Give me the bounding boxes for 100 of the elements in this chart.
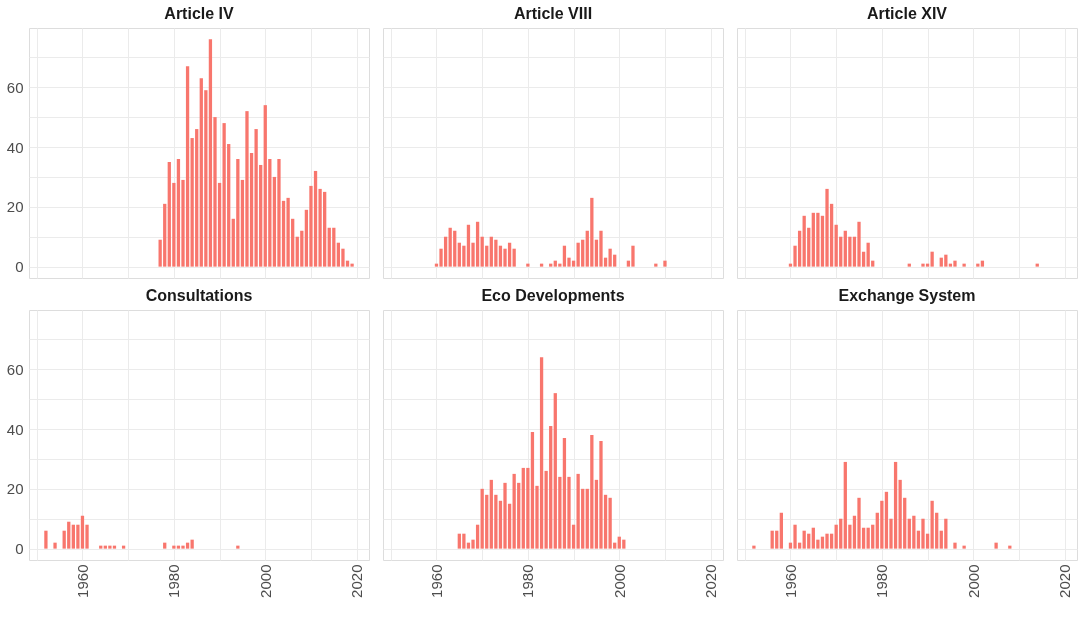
bar [976, 263, 980, 267]
bar [494, 239, 498, 267]
y-tick-label: 60 [6, 78, 24, 96]
chart-title: Exchange System [838, 287, 976, 304]
bar [599, 440, 603, 549]
x-tick-label: 1980 [165, 564, 183, 598]
bar [236, 158, 240, 267]
x-tick-label: 1980 [873, 564, 891, 598]
bar [898, 479, 902, 549]
bar [539, 263, 544, 267]
x-tick-label: 2020 [348, 564, 366, 598]
bar [953, 260, 957, 267]
bar [263, 105, 267, 267]
bar [797, 230, 802, 267]
chart-title: Consultations [145, 287, 253, 304]
x-tick-label: 1960 [73, 564, 91, 598]
bar [576, 242, 580, 267]
chart-title: Article IV [164, 5, 235, 22]
bar [336, 242, 341, 267]
bar [775, 530, 779, 549]
bar [820, 536, 825, 549]
bar [962, 263, 966, 267]
bar [503, 482, 507, 549]
chart-title: Eco Developments [481, 287, 625, 304]
bar [944, 254, 948, 267]
y-tick-label: 20 [6, 198, 24, 216]
bar [350, 263, 354, 267]
bar [802, 530, 806, 549]
bar [857, 497, 861, 549]
y-tick-label: 0 [15, 258, 24, 276]
bar [254, 129, 258, 267]
bar [313, 170, 318, 267]
bar [99, 545, 103, 549]
x-tick-label: 2020 [702, 564, 720, 598]
bar [1008, 545, 1012, 549]
bar [163, 542, 167, 549]
bar [884, 491, 889, 549]
bar [195, 129, 199, 267]
bar [181, 545, 185, 549]
bar [512, 248, 516, 267]
x-tick-label: 2000 [610, 564, 628, 598]
bar [599, 230, 603, 267]
y-tick-label: 20 [6, 480, 24, 498]
bar [921, 518, 925, 549]
bar [893, 461, 898, 549]
bar [576, 473, 580, 549]
bar [953, 542, 957, 549]
bar [930, 500, 934, 549]
bar [912, 515, 916, 549]
bar [236, 545, 240, 549]
bar [608, 497, 612, 549]
bar [443, 236, 448, 267]
bar [286, 197, 290, 267]
bar [462, 533, 466, 549]
bar [453, 230, 457, 267]
bar [590, 197, 594, 267]
y-tick-label: 0 [15, 540, 24, 558]
bar [802, 215, 806, 267]
chart-title: Article VIII [513, 5, 593, 22]
bar [866, 242, 870, 267]
bar [752, 545, 756, 549]
bar [277, 158, 281, 267]
bar [466, 224, 471, 267]
bar [825, 188, 829, 267]
bar [930, 251, 934, 267]
bar [631, 245, 635, 267]
bar [921, 263, 925, 267]
bar [1035, 263, 1039, 267]
bar [185, 542, 190, 549]
bar [816, 212, 820, 267]
bar [112, 545, 117, 549]
y-tick-label: 40 [6, 420, 24, 438]
x-tick-label: 2000 [256, 564, 274, 598]
bar [617, 536, 621, 549]
bar [67, 521, 71, 549]
bar [539, 357, 544, 549]
bar [829, 533, 834, 549]
bar [475, 221, 480, 267]
bar [549, 263, 553, 267]
bar [857, 221, 861, 267]
bar [245, 111, 249, 267]
x-tick-label: 1960 [427, 564, 445, 598]
bar [176, 545, 181, 549]
bar [608, 248, 612, 267]
bar [190, 539, 194, 549]
bar [327, 227, 331, 267]
bar [622, 539, 626, 549]
bar [480, 488, 484, 549]
bar [839, 518, 843, 549]
bar [562, 245, 567, 267]
y-tick-label: 60 [6, 360, 24, 378]
bar [907, 263, 911, 267]
bar [475, 524, 480, 549]
bar [176, 158, 181, 267]
x-tick-label: 1960 [781, 564, 799, 598]
bar [512, 473, 516, 549]
bar [948, 263, 953, 267]
bar [944, 518, 948, 549]
bar [108, 545, 112, 549]
bar [332, 227, 336, 267]
